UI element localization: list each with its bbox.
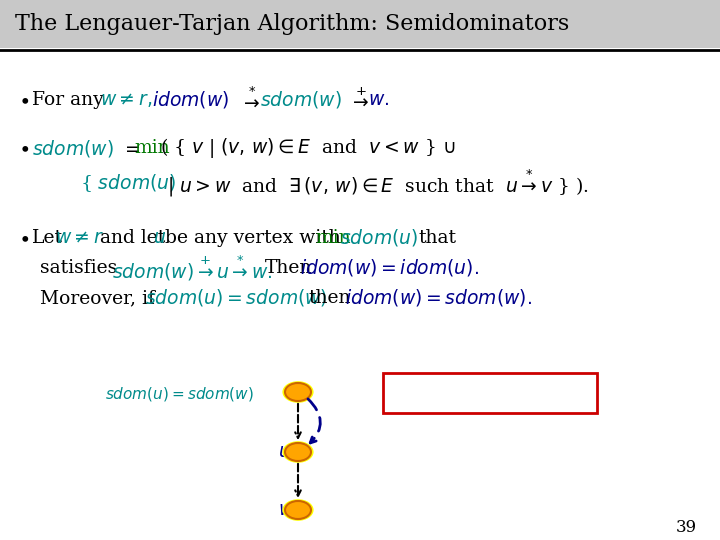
Ellipse shape (282, 499, 314, 521)
Text: The Lengauer-Tarjan Algorithm: Semidominators: The Lengauer-Tarjan Algorithm: Semidomin… (15, 13, 570, 35)
Text: $u$: $u$ (153, 229, 166, 247)
Text: $\mathit{sdom}(u) = \mathit{sdom}(w)$: $\mathit{sdom}(u) = \mathit{sdom}(w)$ (105, 385, 254, 403)
Text: $\mathit{sdom}(u)$: $\mathit{sdom}(u)$ (340, 227, 418, 248)
Text: $\mathit{idom}(w)$: $\mathit{idom}(w)$ (152, 90, 229, 111)
Ellipse shape (285, 383, 311, 401)
Text: $\overset{+}{\to}$: $\overset{+}{\to}$ (349, 89, 369, 111)
FancyBboxPatch shape (0, 0, 720, 48)
Text: Moreover, if: Moreover, if (40, 289, 155, 307)
Text: and let: and let (100, 229, 166, 247)
Text: $\bullet$: $\bullet$ (18, 228, 30, 247)
Text: $\bullet$: $\bullet$ (18, 138, 30, 158)
Text: $\mathit{sdom}(w)$: $\mathit{sdom}(w)$ (260, 90, 342, 111)
Text: 39: 39 (676, 518, 697, 536)
Ellipse shape (285, 443, 311, 461)
Text: $\mathit{sdom}(w)\overset{+}{\to}u\overset{*}{\to}w.$: $\mathit{sdom}(w)\overset{+}{\to}u\overs… (112, 253, 272, 282)
Text: satisfies: satisfies (40, 259, 117, 277)
Text: $=$: $=$ (121, 139, 140, 157)
Text: $\mathit{idom}(w) = \mathit{sdom}(w).$: $\mathit{idom}(w) = \mathit{sdom}(w).$ (345, 287, 532, 308)
Text: $\mathit{idom}(w) = \mathit{idom}(u).$: $\mathit{idom}(w) = \mathit{idom}(u).$ (300, 258, 479, 279)
Text: $\bullet$: $\bullet$ (18, 91, 30, 110)
Ellipse shape (282, 381, 314, 403)
Text: $w.$: $w.$ (368, 91, 390, 109)
Text: $w \neq r,$: $w \neq r,$ (100, 91, 152, 109)
Text: $\mathit{idom}(w) = \mathit{sdom}(w)$: $\mathit{idom}(w) = \mathit{sdom}(w)$ (393, 384, 541, 402)
Text: { $\mathit{sdom}(u)$: { $\mathit{sdom}(u)$ (80, 172, 176, 194)
Text: $\mathit{sdom}(w)$: $\mathit{sdom}(w)$ (32, 138, 114, 159)
Text: $\overset{*}{\to}$: $\overset{*}{\to}$ (240, 88, 261, 112)
Ellipse shape (282, 441, 314, 463)
Text: ( { $v$ | $(v,\,w) \in E$  and  $v < w$ } $\cup$: ( { $v$ | $(v,\,w) \in E$ and $v < w$ } … (160, 136, 456, 160)
FancyBboxPatch shape (383, 373, 597, 414)
Text: that: that (418, 229, 456, 247)
Text: $w$: $w$ (278, 501, 295, 519)
Text: $|\ u > w$  and  $\exists\,(v,\,w) \in E$  such that  $u \overset{*}{\to} v$ } ): $|\ u > w$ and $\exists\,(v,\,w) \in E$ … (167, 167, 588, 199)
Text: min: min (315, 229, 351, 247)
Text: Let: Let (32, 229, 63, 247)
Text: For any: For any (32, 91, 104, 109)
Text: $\mathit{sdom}(u) = \mathit{sdom}(w)$: $\mathit{sdom}(u) = \mathit{sdom}(w)$ (145, 287, 328, 308)
Text: $w \neq r$: $w \neq r$ (55, 229, 104, 247)
Ellipse shape (285, 501, 311, 519)
Text: $u$: $u$ (278, 443, 291, 461)
Text: be any vertex with: be any vertex with (165, 229, 341, 247)
Text: then: then (308, 289, 351, 307)
Text: Then: Then (265, 259, 312, 277)
Text: min: min (134, 139, 170, 157)
